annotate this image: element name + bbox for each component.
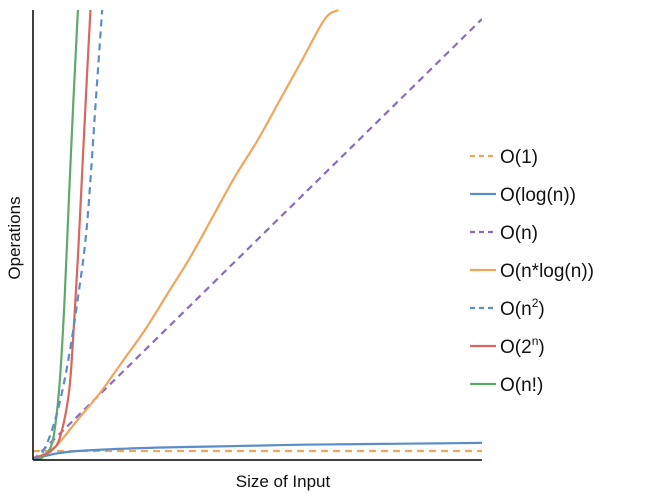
legend: O(1) O(log(n)) O(n) O(n*log(n)) O(n2) O(2n) O(…: [470, 147, 594, 396]
series-line-ologn: [33, 441, 482, 460]
legend-label-o2n: O(2n): [500, 334, 545, 358]
legend-item-o1: O(1): [470, 147, 538, 168]
legend-item-ologn: O(log(n)): [470, 185, 576, 206]
legend-label-onlogn: O(n*log(n)): [500, 261, 594, 282]
legend-label-ologn: O(log(n)): [500, 185, 576, 206]
x-axis-label: Size of Input: [236, 472, 331, 491]
legend-item-onfact: O(n!): [470, 375, 543, 396]
legend-item-o2n: O(2n): [470, 334, 545, 358]
series-line-on: [33, 18, 482, 460]
legend-label-onfact: O(n!): [500, 375, 543, 396]
y-axis-label: Operations: [5, 196, 24, 279]
legend-item-on2: O(n2): [470, 296, 545, 320]
plot-lines: [33, 9, 482, 460]
series-line-o2n: [33, 9, 92, 459]
legend-item-onlogn: O(n*log(n)): [470, 261, 594, 282]
legend-label-on2: O(n2): [500, 296, 545, 320]
series-line-onfact: [33, 9, 79, 460]
legend-label-on: O(n): [500, 223, 538, 244]
legend-item-on: O(n): [470, 223, 538, 244]
series-line-onlogn: [33, 9, 339, 460]
legend-label-o1: O(1): [500, 147, 538, 168]
